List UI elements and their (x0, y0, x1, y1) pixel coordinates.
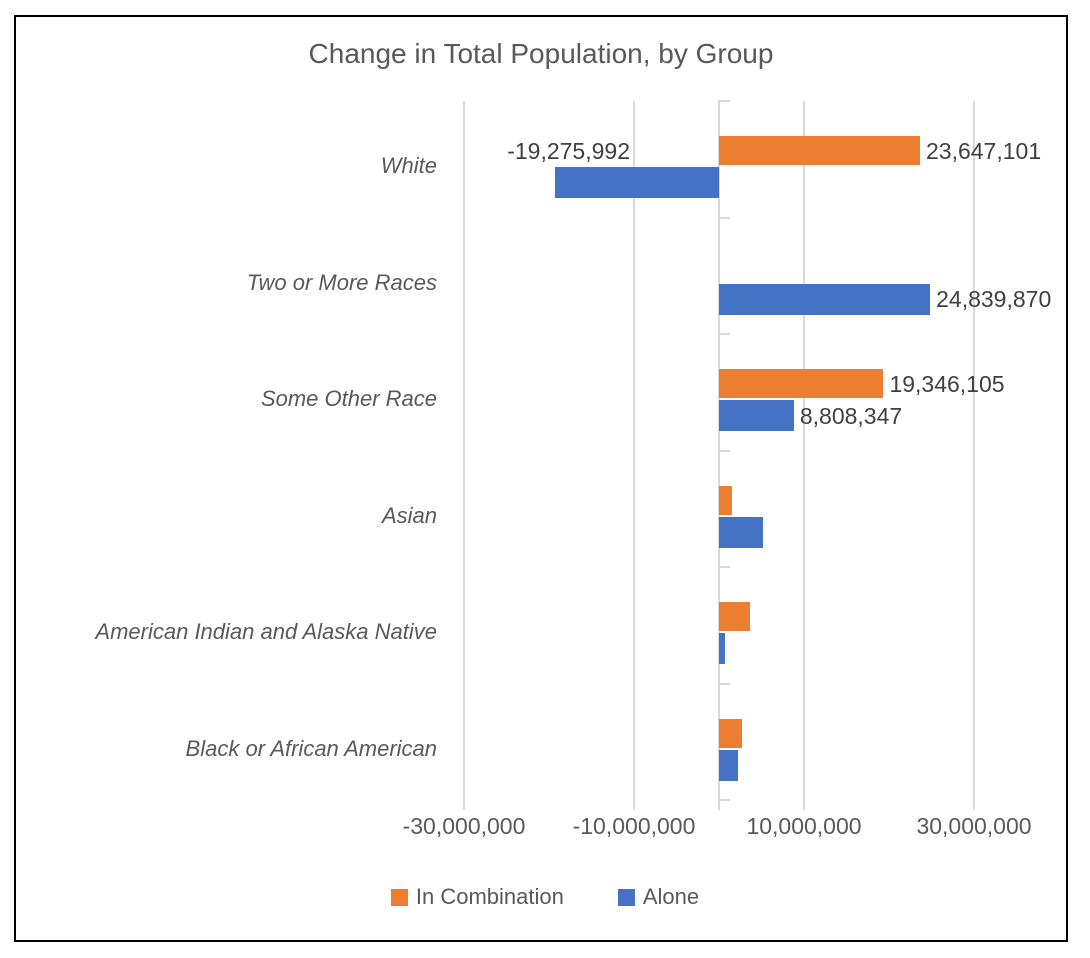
chart-title: Change in Total Population, by Group (308, 38, 774, 69)
legend-swatch-in-combination-icon (390, 888, 408, 906)
legend-swatch-alone-icon (617, 888, 635, 906)
legend-item-alone: Alone (617, 884, 700, 910)
legend-label-in-combination: In Combination (415, 884, 564, 909)
legend: In Combination Alone (0, 884, 1090, 910)
legend-item-in-combination: In Combination (390, 884, 564, 910)
chart-frame (14, 15, 1068, 942)
legend-label-alone: Alone (642, 884, 700, 909)
